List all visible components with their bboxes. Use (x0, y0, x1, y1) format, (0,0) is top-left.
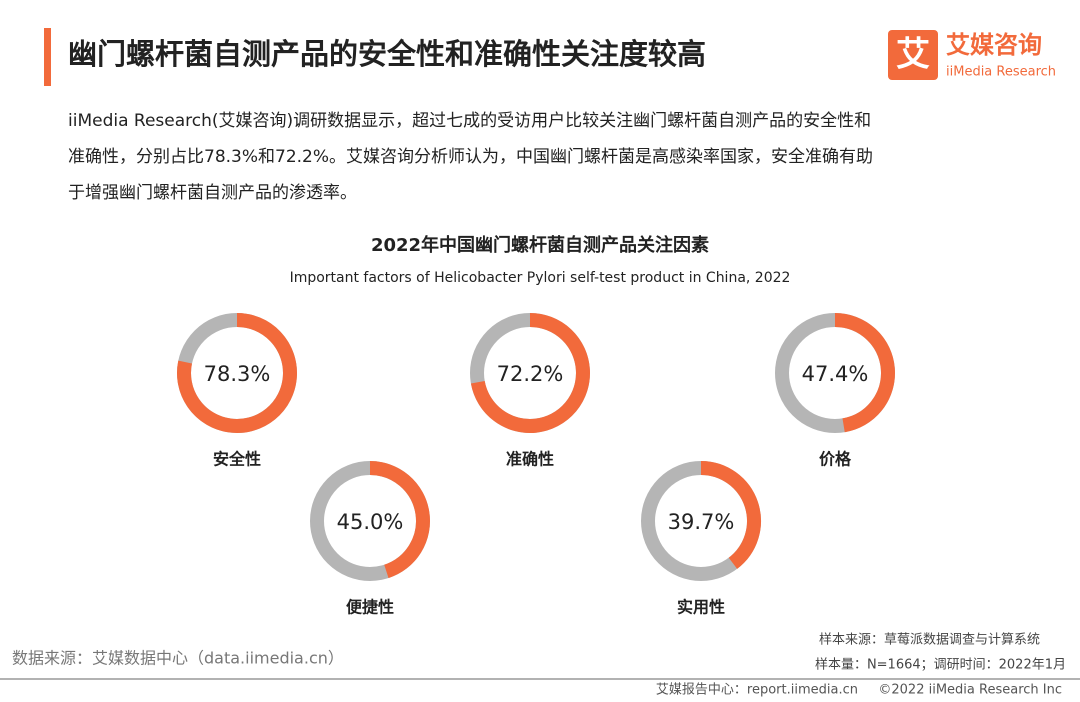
logo-name: 艾媒咨询 (946, 31, 1042, 59)
chart-subtitle: Important factors of Helicobacter Pylori… (290, 270, 791, 286)
sample-size: 样本量：N=1664；调研时间：2022年1月 (815, 658, 1066, 673)
intro-line: 于增强幽门螺杆菌自测产品的渗透率。 (68, 183, 357, 203)
intro-line: 准确性，分别占比78.3%和72.2%。艾媒咨询分析师认为，中国幽门螺杆菌是高感… (68, 147, 873, 167)
report-link: 艾媒报告中心：report.iimedia.cn (656, 683, 858, 698)
chart-title: 2022年中国幽门螺杆菌自测产品关注因素 (371, 234, 709, 256)
donut-arc (470, 313, 590, 433)
logo-en: iiMedia Research (946, 65, 1056, 80)
value-label: 78.3% (204, 362, 271, 386)
logo-mark: 艾 (896, 35, 930, 75)
value-label: 72.2% (497, 362, 564, 386)
category-label: 价格 (819, 450, 852, 469)
logo-box (888, 30, 938, 80)
value-label: 39.7% (668, 510, 735, 534)
value-label: 45.0% (337, 510, 404, 534)
title-accent (44, 28, 51, 86)
category-label: 安全性 (213, 450, 261, 469)
sample-source: 样本来源：草莓派数据调查与计算系统 (819, 633, 1040, 648)
donut-arc (700, 461, 761, 569)
source: 数据来源：艾媒数据中心（data.iimedia.cn） (12, 649, 344, 668)
category-label: 便捷性 (346, 598, 394, 617)
value-label: 47.4% (802, 362, 869, 386)
category-label: 准确性 (506, 450, 554, 469)
donut-arc (834, 313, 895, 433)
donut-arc (177, 313, 297, 433)
page-title: 幽门螺杆菌自测产品的安全性和准确性关注度较高 (68, 37, 706, 71)
copyright: ©2022 iiMedia Research Inc (878, 683, 1062, 698)
donut-arc (369, 461, 430, 579)
intro-line: iiMedia Research(艾媒咨询)调研数据显示，超过七成的受访用户比较… (68, 111, 871, 131)
category-label: 实用性 (677, 598, 725, 617)
